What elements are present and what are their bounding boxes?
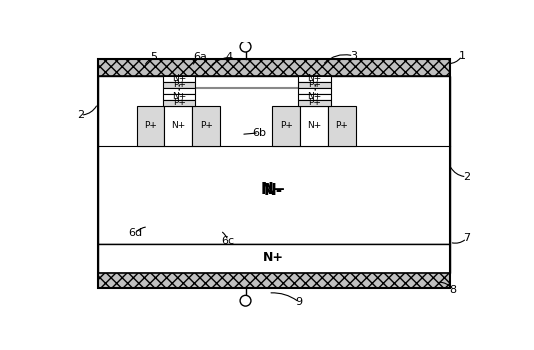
Bar bbox=[98, 59, 450, 76]
Circle shape bbox=[240, 41, 251, 52]
Text: 2: 2 bbox=[463, 172, 470, 182]
Text: 2: 2 bbox=[77, 110, 84, 120]
Bar bbox=[163, 100, 195, 106]
Bar bbox=[137, 106, 164, 146]
Text: N+: N+ bbox=[171, 121, 185, 131]
Text: 4: 4 bbox=[226, 52, 233, 62]
Text: P+: P+ bbox=[335, 121, 348, 131]
Text: 7: 7 bbox=[463, 233, 470, 243]
Bar bbox=[163, 88, 195, 94]
Text: 3: 3 bbox=[350, 51, 357, 61]
Bar bbox=[272, 106, 300, 146]
Text: 6b: 6b bbox=[252, 128, 266, 138]
Bar bbox=[192, 106, 220, 146]
Text: ⋮: ⋮ bbox=[173, 84, 185, 97]
Bar bbox=[300, 106, 328, 146]
Bar bbox=[98, 76, 450, 244]
Text: N−: N− bbox=[261, 182, 286, 197]
Text: N-: N- bbox=[264, 182, 283, 197]
Text: P+: P+ bbox=[308, 98, 321, 107]
Bar bbox=[164, 106, 192, 146]
Bar bbox=[299, 88, 331, 94]
Text: 1: 1 bbox=[459, 51, 466, 61]
Bar bbox=[299, 100, 331, 106]
Bar bbox=[299, 82, 331, 88]
Text: 6c: 6c bbox=[222, 236, 234, 246]
Circle shape bbox=[240, 295, 251, 306]
Bar bbox=[299, 76, 331, 82]
Text: 8: 8 bbox=[449, 285, 456, 295]
Text: P+: P+ bbox=[200, 121, 213, 131]
Text: P+: P+ bbox=[280, 121, 293, 131]
Bar bbox=[98, 244, 450, 273]
Bar bbox=[98, 273, 450, 288]
Text: P+: P+ bbox=[172, 98, 185, 107]
Text: N+: N+ bbox=[308, 92, 322, 102]
Text: 6a: 6a bbox=[193, 52, 207, 62]
Text: 9: 9 bbox=[296, 297, 303, 307]
Text: P+: P+ bbox=[308, 80, 321, 89]
Bar bbox=[299, 94, 331, 100]
Bar bbox=[163, 94, 195, 100]
Text: ⋮: ⋮ bbox=[309, 84, 321, 97]
Text: N+: N+ bbox=[307, 121, 321, 131]
Bar bbox=[98, 59, 450, 288]
Bar bbox=[163, 82, 195, 88]
Text: P+: P+ bbox=[172, 80, 185, 89]
Text: P+: P+ bbox=[144, 121, 157, 131]
Bar bbox=[328, 106, 356, 146]
Text: N+: N+ bbox=[172, 75, 186, 83]
Text: N+: N+ bbox=[308, 75, 322, 83]
Text: N+: N+ bbox=[172, 92, 186, 102]
Bar bbox=[163, 76, 195, 82]
Text: 6d: 6d bbox=[128, 228, 142, 238]
Text: 5: 5 bbox=[150, 52, 157, 62]
Text: N+: N+ bbox=[263, 251, 284, 264]
